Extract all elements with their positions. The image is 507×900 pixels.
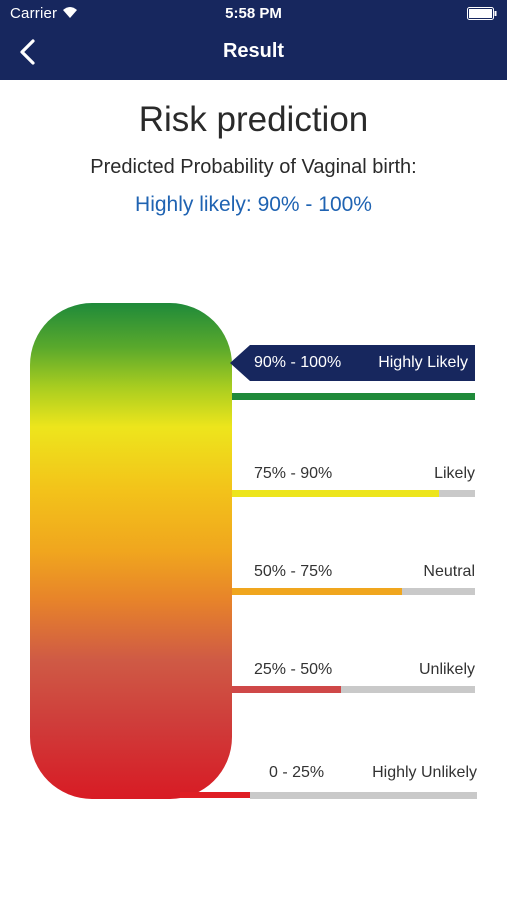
level-label: Highly Likely [378, 354, 468, 371]
level-fill [232, 588, 402, 595]
level-range: 50% - 75% [254, 563, 333, 580]
navigation-bar: Carrier 5:58 PM Result [0, 0, 507, 80]
level-fill [232, 490, 439, 497]
level-track [232, 686, 475, 693]
prediction-result: Highly likely: 90% - 100% [135, 193, 372, 216]
selected-level-marker: 90% - 100% Highly Likely [230, 345, 475, 381]
level-label: Likely [434, 465, 475, 482]
level-track [250, 792, 477, 799]
status-bar: Carrier 5:58 PM [0, 0, 507, 28]
wifi-icon [63, 7, 77, 18]
level-label: Unlikely [418, 661, 475, 678]
level-track [232, 588, 475, 595]
level-fill [232, 686, 341, 693]
level-range: 0 - 25% [269, 764, 325, 781]
level-range: 90% - 100% [254, 354, 342, 371]
carrier-label: Carrier [10, 5, 58, 22]
level-range: 25% - 50% [254, 661, 333, 678]
level-track [232, 393, 475, 400]
level-label: Highly Unlikely [372, 764, 477, 781]
probability-caption: Predicted Probability of Vaginal birth: [90, 156, 417, 178]
risk-gradient-gauge [30, 303, 232, 799]
nav-title: Result [222, 40, 285, 62]
level-fill [232, 393, 475, 400]
level-label: Neutral [423, 563, 475, 580]
level-track [232, 490, 475, 497]
chevron-left-icon [20, 39, 35, 65]
back-button[interactable] [8, 34, 48, 70]
bottom-indicator [180, 792, 250, 798]
clock-time: 5:58 PM [225, 5, 282, 22]
page-title: Risk prediction [138, 100, 369, 139]
level-range: 75% - 90% [254, 465, 333, 482]
battery-icon [467, 7, 497, 20]
